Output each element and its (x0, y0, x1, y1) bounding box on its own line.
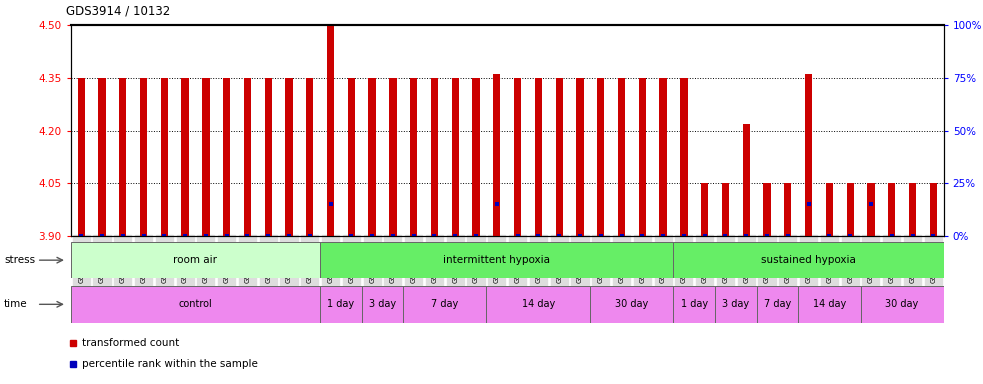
Bar (71, 286, 320, 323)
Bar (362, 286, 403, 323)
Bar (742, 124, 750, 236)
Bar (403, 286, 487, 323)
Bar (119, 78, 127, 236)
Text: transformed count: transformed count (82, 338, 179, 348)
Bar (798, 286, 860, 323)
Bar (202, 78, 209, 236)
Text: percentile rank within the sample: percentile rank within the sample (82, 359, 258, 369)
Text: stress: stress (4, 255, 35, 265)
Text: 7 day: 7 day (432, 299, 458, 310)
Bar (930, 184, 937, 236)
Text: intermittent hypoxia: intermittent hypoxia (443, 255, 550, 265)
Bar (320, 286, 362, 323)
Bar (555, 78, 563, 236)
Bar (98, 78, 105, 236)
Bar (493, 74, 500, 236)
Bar (327, 25, 334, 236)
Bar (618, 78, 625, 236)
Bar (680, 78, 687, 236)
Bar (673, 286, 715, 323)
Bar (597, 78, 605, 236)
Text: 1 day: 1 day (327, 299, 355, 310)
Bar (264, 78, 272, 236)
Bar (846, 184, 854, 236)
Bar (473, 78, 480, 236)
Bar (78, 78, 85, 236)
Bar (757, 286, 798, 323)
Bar (764, 184, 771, 236)
Bar (514, 78, 521, 236)
Text: control: control (179, 299, 212, 310)
Text: time: time (4, 299, 28, 310)
Bar (244, 78, 251, 236)
Bar (487, 286, 591, 323)
Bar (140, 78, 147, 236)
Text: sustained hypoxia: sustained hypoxia (761, 255, 856, 265)
Text: room air: room air (173, 255, 217, 265)
Bar (285, 78, 293, 236)
Bar (182, 78, 189, 236)
Text: 30 day: 30 day (615, 299, 649, 310)
Bar (701, 184, 709, 236)
Text: GDS3914 / 10132: GDS3914 / 10132 (66, 4, 170, 17)
Bar (576, 78, 584, 236)
Bar (410, 78, 418, 236)
Bar (784, 184, 791, 236)
Bar (320, 242, 673, 278)
Text: 30 day: 30 day (886, 299, 919, 310)
Text: 14 day: 14 day (813, 299, 846, 310)
Bar (431, 78, 438, 236)
Bar (591, 286, 673, 323)
Text: 3 day: 3 day (723, 299, 749, 310)
Bar (306, 78, 314, 236)
Bar (867, 184, 875, 236)
Text: 3 day: 3 day (369, 299, 396, 310)
Bar (160, 78, 168, 236)
Bar (673, 242, 944, 278)
Bar (369, 78, 376, 236)
Bar (805, 74, 812, 236)
Bar (722, 184, 729, 236)
Text: 14 day: 14 day (522, 299, 555, 310)
Bar (715, 286, 757, 323)
Bar (535, 78, 542, 236)
Bar (860, 286, 944, 323)
Bar (451, 78, 459, 236)
Bar (348, 78, 355, 236)
Bar (826, 184, 833, 236)
Bar (223, 78, 230, 236)
Text: 1 day: 1 day (680, 299, 708, 310)
Bar (639, 78, 646, 236)
Bar (660, 78, 666, 236)
Text: 7 day: 7 day (764, 299, 791, 310)
Bar (389, 78, 396, 236)
Bar (71, 242, 320, 278)
Bar (909, 184, 916, 236)
Bar (888, 184, 896, 236)
